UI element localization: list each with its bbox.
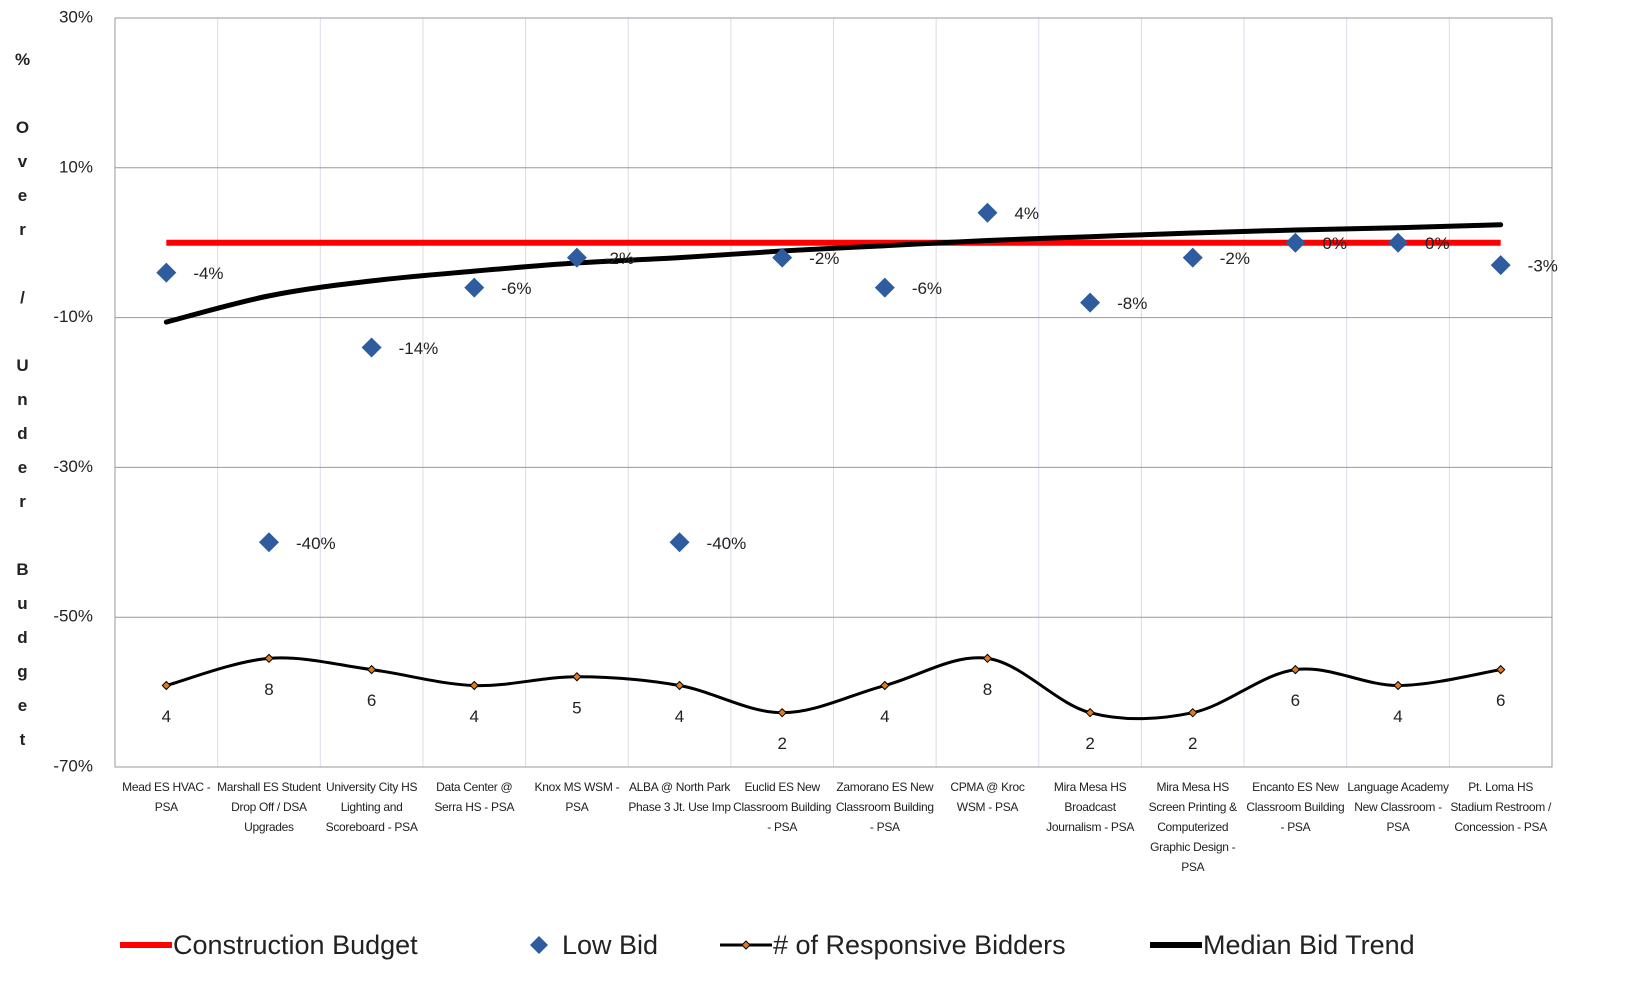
data-label: 6: [1291, 691, 1300, 710]
y-tick-label: -70%: [53, 756, 93, 775]
x-tick-label: Mira Mesa HS Screen Printing & Computeri…: [1148, 780, 1238, 874]
x-tick-label: University City HS Lighting and Scoreboa…: [325, 780, 418, 834]
y-tick-label: -50%: [53, 607, 93, 626]
bidders-marker: [1188, 707, 1198, 718]
bidders-marker: [982, 653, 993, 664]
bidders-marker: [1290, 664, 1301, 675]
x-tick-label: Knox MS WSM - PSA: [534, 780, 620, 814]
x-tick-label: Encanto ES New Classroom Building - PSA: [1246, 780, 1345, 834]
bidders-marker: [1393, 680, 1403, 691]
legend-label: Low Bid: [562, 930, 658, 960]
data-label: 4%: [1014, 204, 1039, 223]
data-label: -2%: [809, 249, 839, 268]
data-label: -2%: [1220, 249, 1250, 268]
legend-label: # of Responsive Bidders: [773, 930, 1066, 960]
low-bid-point: [874, 277, 895, 298]
data-label: 6: [1496, 691, 1505, 710]
data-label: 2: [777, 734, 786, 753]
data-label: -3%: [1528, 257, 1558, 276]
y-tick-label: -30%: [53, 457, 93, 476]
bidders-marker: [674, 680, 685, 691]
y-tick-label: 30%: [59, 7, 93, 26]
trend-line: [163, 222, 1504, 325]
data-label: 5: [572, 698, 581, 717]
legend-label: Construction Budget: [173, 930, 418, 960]
y-tick-label: -10%: [53, 307, 93, 326]
data-label: -6%: [912, 279, 942, 298]
bidders-marker: [1495, 664, 1506, 675]
low-bid-point: [258, 532, 279, 553]
legend-marker: [741, 940, 751, 950]
data-label: 4: [675, 707, 684, 726]
low-bid-point: [669, 532, 690, 553]
y-tick-label: 10%: [59, 157, 93, 176]
bidders-marker: [777, 707, 787, 718]
low-bid-point: [361, 337, 382, 358]
data-label: -2%: [604, 249, 634, 268]
legend-label: Median Bid Trend: [1203, 930, 1415, 960]
x-tick-label: Mead ES HVAC - PSA: [122, 780, 211, 814]
data-label: 0%: [1425, 234, 1450, 253]
data-label: -14%: [399, 339, 439, 358]
low-bid-point: [977, 202, 998, 223]
x-tick-label: ALBA @ North Park Phase 3 Jt. Use Imp: [628, 780, 731, 814]
data-label: -40%: [707, 534, 747, 553]
x-tick-label: Pt. Loma HS Stadium Restroom / Concessio…: [1450, 780, 1551, 834]
bidders-marker: [366, 664, 377, 675]
low-bid-point: [566, 247, 587, 268]
data-label: 4: [162, 707, 171, 726]
x-tick-label: CPMA @ Kroc WSM - PSA: [950, 780, 1025, 814]
low-bid-point: [1182, 247, 1203, 268]
bidders-marker: [469, 680, 479, 691]
data-label: 4: [470, 707, 479, 726]
data-label: 6: [367, 691, 376, 710]
low-bid-point: [1388, 232, 1409, 253]
y-axis-label: % Over / Under Budget: [13, 50, 32, 764]
low-bid-point: [1285, 232, 1306, 253]
legend-swatch: [530, 936, 548, 954]
data-label: 8: [264, 680, 273, 699]
x-tick-label: Mira Mesa HS Broadcast Journalism - PSA: [1046, 780, 1135, 834]
bidders-marker: [1085, 707, 1095, 718]
x-tick-label: Data Center @ Serra HS - PSA: [434, 780, 515, 814]
data-label: 2: [1085, 734, 1094, 753]
low-bid-point: [464, 277, 485, 298]
x-tick-label: Zamorano ES New Classroom Building - PSA: [835, 780, 934, 834]
data-label: -6%: [501, 279, 531, 298]
bidders-marker: [880, 680, 890, 691]
low-bid-point: [1490, 255, 1511, 276]
data-label: -40%: [296, 534, 336, 553]
x-tick-label: Euclid ES New Classroom Building - PSA: [733, 780, 832, 834]
bidders-line: [165, 656, 1501, 721]
data-label: 0%: [1322, 234, 1347, 253]
plot-frame: [114, 17, 1553, 768]
data-label: 2: [1188, 734, 1197, 753]
bidders-marker: [161, 680, 172, 691]
low-bid-point: [772, 247, 793, 268]
data-label: 4: [880, 707, 889, 726]
x-tick-label: Marshall ES Student Drop Off / DSA Upgra…: [217, 780, 321, 834]
x-tick-label: Language Academy New Classroom - PSA: [1347, 780, 1449, 834]
bidders-marker: [264, 653, 274, 664]
data-label: 4: [1393, 707, 1402, 726]
bidders-marker: [572, 672, 582, 682]
low-bid-point: [1080, 292, 1101, 313]
data-label: 8: [983, 680, 992, 699]
data-label: -8%: [1117, 294, 1147, 313]
data-label: -4%: [193, 264, 223, 283]
low-bid-point: [156, 262, 177, 283]
